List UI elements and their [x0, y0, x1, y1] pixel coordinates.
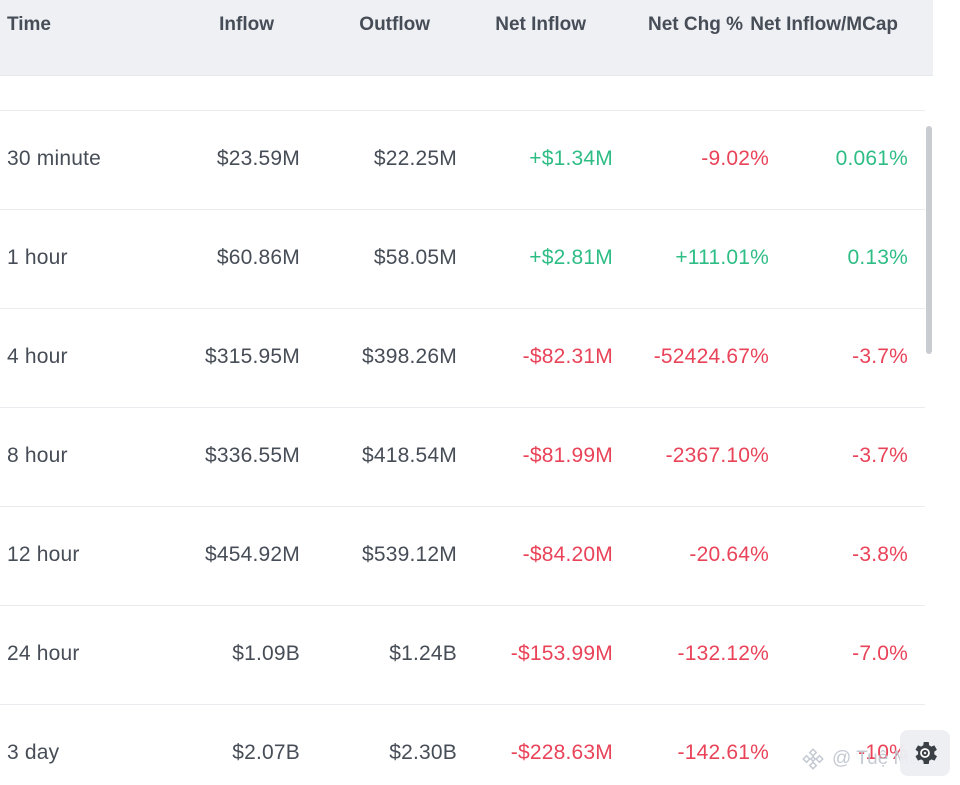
cell-net-inflow-mcap: -7.0% — [852, 642, 908, 665]
vertical-scrollbar[interactable] — [926, 126, 932, 354]
cell-net-chg: -142.61% — [677, 741, 769, 764]
cell-outflow: $539.12M — [361, 543, 457, 566]
cell-outflow: $2.30B — [389, 741, 457, 764]
cell-net-chg: -2367.10% — [665, 444, 769, 467]
divider — [0, 110, 925, 111]
header-outflow[interactable]: Outflow — [359, 14, 430, 35]
cell-net-inflow: -$81.99M — [522, 444, 613, 467]
cell-outflow: $398.26M — [361, 345, 457, 368]
cell-net-chg: -20.64% — [689, 543, 769, 566]
table-body: 30 minute $23.59M $22.25M +$1.34M -9.02%… — [0, 111, 925, 785]
cell-time: 3 day — [7, 741, 60, 764]
cell-net-inflow: -$82.31M — [522, 345, 613, 368]
cell-net-inflow-mcap: 0.061% — [835, 147, 908, 170]
table-header: Time Inflow Outflow Net Inflow Net Chg %… — [0, 0, 933, 76]
header-net-inflow[interactable]: Net Inflow — [495, 14, 586, 35]
cell-net-inflow: -$84.20M — [522, 543, 613, 566]
settings-button[interactable] — [900, 730, 950, 776]
cell-inflow: $336.55M — [204, 444, 300, 467]
cell-net-inflow: +$1.34M — [529, 147, 613, 170]
cell-net-inflow: -$228.63M — [510, 741, 613, 764]
header-net-inflow-mcap[interactable]: Net Inflow/MCap — [750, 14, 898, 35]
cell-net-inflow: -$153.99M — [510, 642, 613, 665]
cell-time: 8 hour — [7, 444, 68, 467]
table-row: 24 hour $1.09B $1.24B -$153.99M -132.12%… — [0, 606, 925, 705]
cell-outflow: $1.24B — [389, 642, 457, 665]
cell-net-inflow-mcap: -3.7% — [852, 345, 908, 368]
cell-outflow: $418.54M — [361, 444, 457, 467]
gear-icon — [915, 742, 937, 764]
cell-time: 24 hour — [7, 642, 80, 665]
header-net-chg[interactable]: Net Chg % — [648, 14, 743, 35]
cell-net-inflow: +$2.81M — [529, 246, 613, 269]
cell-time: 1 hour — [7, 246, 68, 269]
table-row: 4 hour $315.95M $398.26M -$82.31M -52424… — [0, 309, 925, 408]
cell-inflow: $454.92M — [204, 543, 300, 566]
cell-inflow: $315.95M — [204, 345, 300, 368]
cell-net-inflow-mcap: 0.13% — [847, 246, 908, 269]
cell-net-inflow-mcap: -3.8% — [852, 543, 908, 566]
header-inflow[interactable]: Inflow — [219, 14, 274, 35]
table-row: 1 hour $60.86M $58.05M +$2.81M +111.01% … — [0, 210, 925, 309]
cell-inflow: $1.09B — [232, 642, 300, 665]
cell-time: 12 hour — [7, 543, 80, 566]
cell-inflow: $2.07B — [232, 741, 300, 764]
cell-time: 4 hour — [7, 345, 68, 368]
cell-inflow: $23.59M — [216, 147, 300, 170]
header-time[interactable]: Time — [7, 14, 52, 35]
cell-net-inflow-mcap: -3.7% — [852, 444, 908, 467]
cell-outflow: $58.05M — [373, 246, 457, 269]
table-row: 30 minute $23.59M $22.25M +$1.34M -9.02%… — [0, 111, 925, 210]
cell-inflow: $60.86M — [216, 246, 300, 269]
table-row: 8 hour $336.55M $418.54M -$81.99M -2367.… — [0, 408, 925, 507]
cell-net-chg: -132.12% — [677, 642, 769, 665]
cell-net-chg: +111.01% — [675, 246, 769, 269]
cell-net-inflow-mcap: -10% — [858, 741, 908, 764]
table-row: 3 day $2.07B $2.30B -$228.63M -142.61% -… — [0, 705, 925, 785]
cell-time: 30 minute — [7, 147, 102, 170]
cell-net-chg: -9.02% — [701, 147, 769, 170]
cell-outflow: $22.25M — [373, 147, 457, 170]
cell-net-chg: -52424.67% — [653, 345, 769, 368]
table-row: 12 hour $454.92M $539.12M -$84.20M -20.6… — [0, 507, 925, 606]
